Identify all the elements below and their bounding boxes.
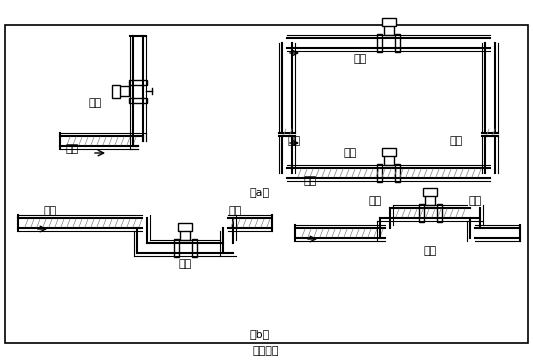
Text: 液体: 液体	[287, 136, 300, 146]
Bar	[129, 79, 147, 84]
Bar	[377, 34, 382, 52]
Bar	[5, 25, 528, 343]
Bar	[174, 239, 179, 257]
Bar	[180, 230, 190, 240]
Text: 液体: 液体	[66, 144, 79, 154]
Bar	[112, 84, 120, 97]
Bar	[384, 155, 393, 165]
Text: 液体: 液体	[303, 176, 317, 186]
Bar	[191, 239, 197, 257]
Text: 气泡: 气泡	[43, 206, 56, 216]
Bar	[423, 188, 437, 196]
Bar	[395, 164, 400, 182]
Bar	[425, 195, 435, 205]
Bar	[382, 148, 395, 156]
Bar	[395, 34, 400, 52]
Text: （b）: （b）	[250, 329, 270, 339]
Text: （a）: （a）	[250, 188, 270, 198]
Text: 正确: 正确	[353, 54, 367, 64]
Bar	[129, 97, 147, 103]
Text: 错误: 错误	[343, 148, 357, 158]
Bar	[382, 18, 395, 26]
Bar	[418, 204, 424, 222]
Bar	[178, 223, 192, 231]
Text: 气泡: 气泡	[469, 196, 482, 206]
Bar	[119, 86, 129, 96]
Text: 错误: 错误	[423, 246, 437, 256]
Bar	[377, 164, 382, 182]
Text: 正确: 正确	[88, 98, 102, 108]
Text: 气泡: 气泡	[368, 196, 382, 206]
Text: 正确: 正确	[179, 259, 192, 269]
Bar	[384, 25, 393, 35]
Text: 气泡: 气泡	[228, 206, 241, 216]
Text: 液体: 液体	[450, 136, 463, 146]
Text: 图（四）: 图（四）	[253, 346, 279, 356]
Bar	[437, 204, 441, 222]
